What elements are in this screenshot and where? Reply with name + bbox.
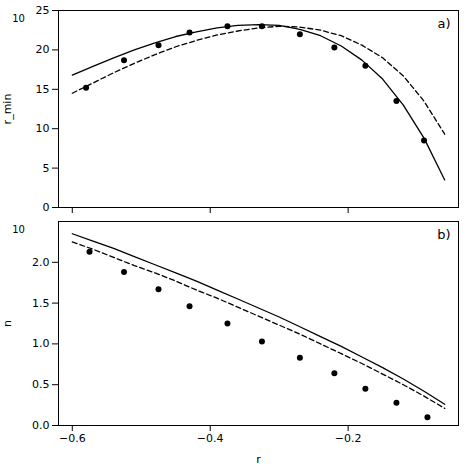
svg-text:n: n	[1, 320, 14, 327]
svg-text:−0.2: −0.2	[335, 432, 362, 445]
svg-text:5: 5	[43, 162, 50, 175]
svg-text:0.0: 0.0	[32, 419, 50, 432]
svg-text:25: 25	[36, 4, 50, 17]
svg-text:r_min: r_min	[1, 94, 14, 125]
svg-text:20: 20	[36, 43, 50, 56]
svg-text:10: 10	[12, 13, 25, 24]
svg-text:−0.4: −0.4	[197, 432, 224, 445]
svg-text:15: 15	[36, 83, 50, 96]
svg-text:0.5: 0.5	[32, 378, 50, 391]
svg-text:1.5: 1.5	[32, 297, 50, 310]
svg-text:−0.6: −0.6	[59, 432, 86, 445]
svg-text:10: 10	[36, 122, 50, 135]
svg-text:0: 0	[43, 201, 50, 214]
svg-text:b): b)	[437, 227, 450, 242]
svg-text:10: 10	[12, 224, 25, 235]
svg-text:2.0: 2.0	[32, 256, 50, 269]
svg-text:a): a)	[437, 16, 450, 31]
svg-text:r: r	[256, 453, 261, 466]
svg-text:1.0: 1.0	[32, 337, 50, 350]
